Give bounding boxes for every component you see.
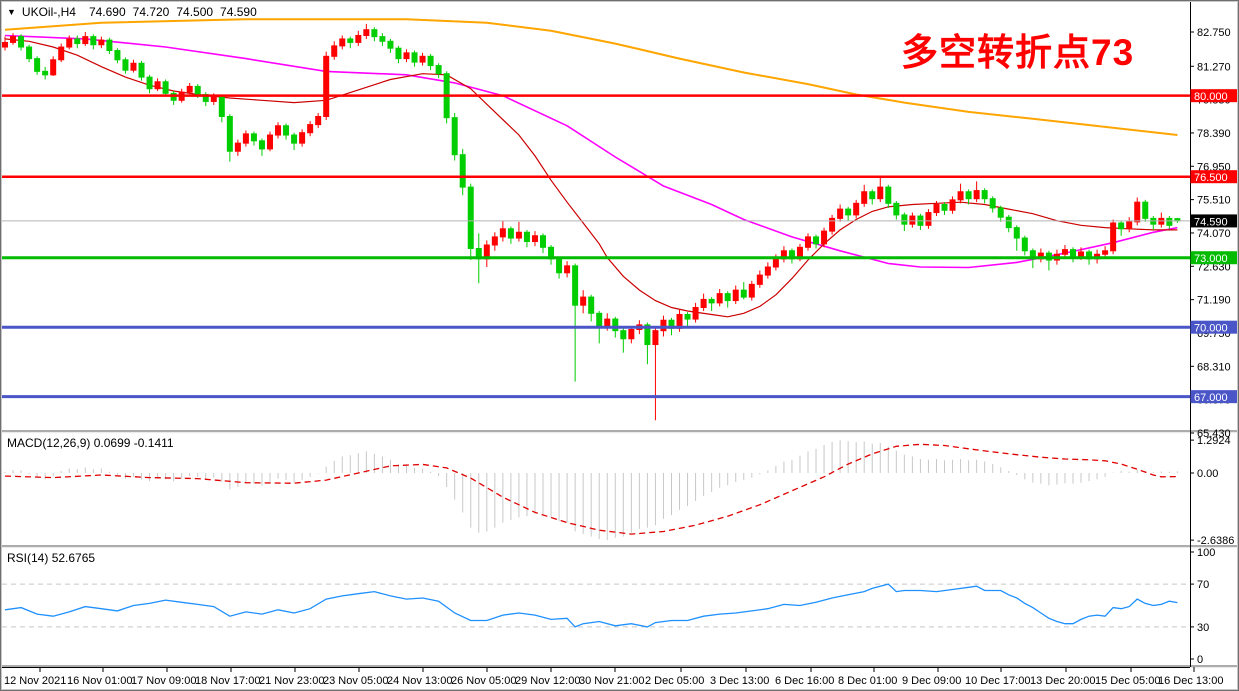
price-badge-label: 76.500 xyxy=(1194,172,1228,184)
rsi-tick-label: 70 xyxy=(1197,579,1209,591)
price-badge xyxy=(1190,214,1238,228)
macd-signal-value: -0.1411 xyxy=(133,436,174,450)
time-tick-label: 18 Nov 17:00 xyxy=(195,675,260,687)
high-value: 74.720 xyxy=(132,5,170,19)
ohlc-values: 74.690 74.720 74.500 74.590 xyxy=(82,5,257,19)
price-badge xyxy=(1190,251,1238,265)
rsi-value: 52.6765 xyxy=(51,551,96,565)
macd-tick-label: 1.2924 xyxy=(1197,435,1231,447)
price-tick-label: 81.270 xyxy=(1197,61,1231,73)
time-tick-label: 17 Nov 09:00 xyxy=(131,675,196,687)
macd-name: MACD(12,26,9) xyxy=(7,436,91,450)
rsi-panel xyxy=(2,583,1190,628)
macd-tick-label: -2.6386 xyxy=(1197,535,1234,547)
main-price-panel xyxy=(2,18,1190,421)
time-tick-label: 30 Nov 21:00 xyxy=(579,675,644,687)
price-badge-label: 67.000 xyxy=(1194,392,1228,404)
rsi-name: RSI(14) xyxy=(7,551,49,565)
price-tick-label: 74.070 xyxy=(1197,228,1231,240)
open-value: 74.690 xyxy=(88,5,126,19)
price-tick-label: 82.750 xyxy=(1197,27,1231,39)
rsi-tick-label: 100 xyxy=(1197,547,1215,559)
price-badge xyxy=(1190,170,1238,184)
price-badge-label: 80.000 xyxy=(1194,91,1228,103)
macd-signal-line xyxy=(4,443,1178,535)
time-tick-label: 16 Nov 01:00 xyxy=(67,675,132,687)
annotation-text[interactable]: 多空转折点73 xyxy=(901,32,1135,73)
candles-layer xyxy=(2,23,1181,421)
price-badge xyxy=(1190,390,1238,404)
symbol-dropdown-icon[interactable]: ▼ xyxy=(7,7,16,17)
time-tick-label: 13 Dec 20:00 xyxy=(1030,675,1095,687)
macd-tick-label: 0.00 xyxy=(1197,468,1218,480)
price-badge-label: 74.590 xyxy=(1194,216,1228,228)
time-tick-label: 26 Nov 05:00 xyxy=(451,675,516,687)
time-tick-label: 6 Dec 16:00 xyxy=(775,675,834,687)
time-tick-label: 10 Dec 17:00 xyxy=(965,675,1030,687)
price-badge-label: 70.000 xyxy=(1194,323,1228,335)
ma-slow-line xyxy=(4,18,1178,136)
time-tick-label: 8 Dec 01:00 xyxy=(838,675,897,687)
price-tick-label: 65.430 xyxy=(1197,428,1231,440)
time-tick-label: 23 Nov 05:00 xyxy=(323,675,388,687)
price-tick-label: 68.310 xyxy=(1197,361,1231,373)
time-tick-label: 3 Dec 13:00 xyxy=(710,675,769,687)
low-value: 74.500 xyxy=(176,5,214,19)
time-tick-label: 24 Nov 13:00 xyxy=(387,675,452,687)
rsi-indicator-label: RSI(14) 52.6765 xyxy=(7,551,95,565)
time-tick-label: 16 Dec 13:00 xyxy=(1158,675,1223,687)
price-tick-label: 71.190 xyxy=(1197,295,1231,307)
macd-main-value: 0.0699 xyxy=(93,436,131,450)
chart-title-bar: ▼ UKOil-,H4 74.690 74.720 74.500 74.590 xyxy=(7,5,257,19)
time-tick-label: 29 Nov 12:00 xyxy=(515,675,580,687)
price-tick-label: 72.630 xyxy=(1197,261,1231,273)
time-tick-label: 12 Nov 2021 xyxy=(4,675,66,687)
price-badge xyxy=(1190,320,1238,334)
time-tick-label: 2 Dec 05:00 xyxy=(645,675,704,687)
symbol-period-label: UKOil-,H4 xyxy=(21,5,76,19)
rsi-tick-label: 30 xyxy=(1197,622,1209,634)
rsi-tick-label: 0 xyxy=(1197,654,1203,666)
close-value: 74.590 xyxy=(220,5,257,19)
price-tick-label: 75.510 xyxy=(1197,195,1231,207)
time-tick-label: 9 Dec 09:00 xyxy=(902,675,961,687)
price-badge-label: 73.000 xyxy=(1194,253,1228,265)
price-axis: 82.75081.27079.83078.39076.95075.51074.0… xyxy=(1190,2,1238,667)
time-tick-label: 21 Nov 23:00 xyxy=(259,675,324,687)
price-badge xyxy=(1190,89,1238,103)
price-tick-label: 78.390 xyxy=(1197,128,1231,140)
rsi-line xyxy=(4,583,1178,628)
macd-indicator-label: MACD(12,26,9) 0.0699 -0.1411 xyxy=(7,436,174,450)
time-tick-label: 15 Dec 05:00 xyxy=(1095,675,1160,687)
macd-panel xyxy=(4,440,1178,541)
